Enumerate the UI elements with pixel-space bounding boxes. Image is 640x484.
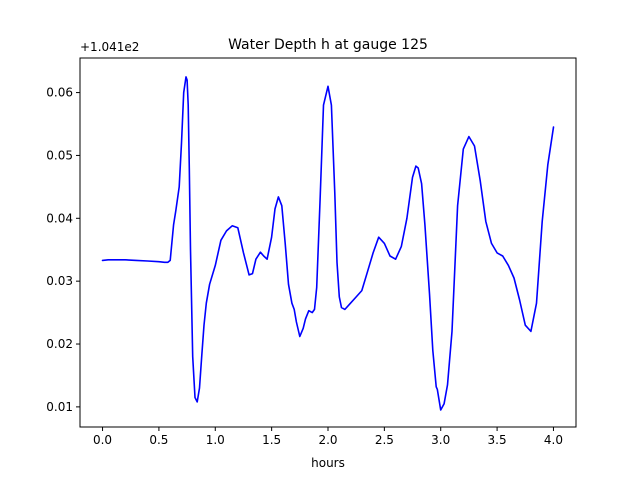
- x-tick-label: 4.0: [544, 433, 563, 447]
- x-tick-label: 3.5: [488, 433, 507, 447]
- x-tick-label: 1.0: [206, 433, 225, 447]
- x-tick-label: 2.5: [375, 433, 394, 447]
- y-offset-label: +1.041e2: [80, 40, 139, 54]
- y-tick-label: 0.02: [46, 337, 73, 351]
- y-tick-label: 0.05: [46, 148, 73, 162]
- x-tick-label: 2.0: [318, 433, 337, 447]
- x-tick-label: 3.0: [431, 433, 450, 447]
- axes-frame: [79, 57, 577, 428]
- x-tick-label: 0.5: [149, 433, 168, 447]
- x-axis-label: hours: [311, 456, 345, 470]
- x-tick-label: 1.5: [262, 433, 281, 447]
- y-tick-label: 0.04: [46, 211, 73, 225]
- y-tick-label: 0.01: [46, 400, 73, 414]
- x-tick-label: 0.0: [93, 433, 112, 447]
- plot-area: 0.0 0.5 1.0 1.5 2.0 2.5 3.0 3.5 4.0 0.01 0.02 0.03 0…: [46, 57, 577, 447]
- series-line-0: [101, 76, 555, 411]
- y-tick-label: 0.03: [46, 274, 73, 288]
- y-tick-label: 0.06: [46, 86, 73, 100]
- chart-title: Water Depth h at gauge 125: [228, 37, 428, 53]
